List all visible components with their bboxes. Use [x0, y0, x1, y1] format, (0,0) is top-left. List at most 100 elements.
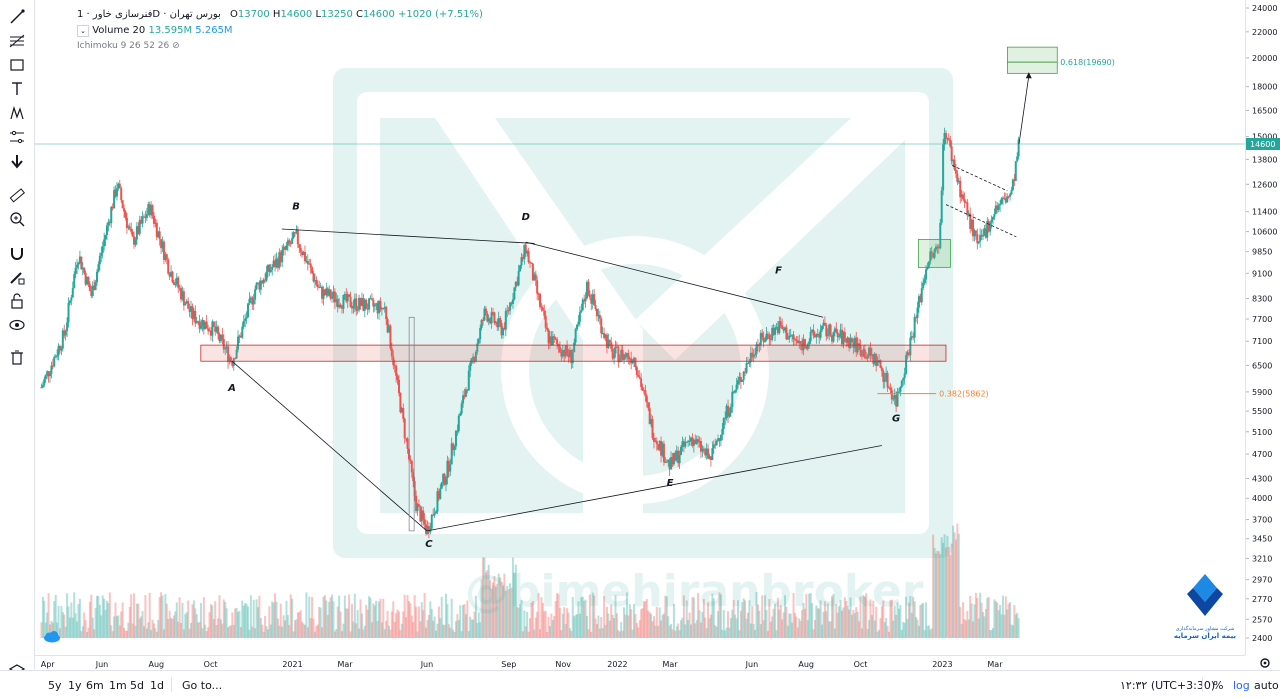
candle [423, 513, 426, 530]
auto-button[interactable]: auto [1254, 679, 1279, 692]
candle [241, 322, 244, 339]
fib-retracement-icon[interactable] [6, 30, 28, 52]
volume-label[interactable]: Volume 20 [92, 25, 146, 36]
percent-button[interactable]: % [1213, 679, 1224, 692]
prediction-icon[interactable] [6, 126, 28, 148]
volume-bar [828, 621, 831, 638]
eye-icon[interactable] [6, 314, 28, 336]
volume-bar [688, 612, 691, 638]
candle [479, 324, 482, 344]
candle [839, 323, 842, 339]
volume-bar [601, 628, 604, 638]
candle [798, 334, 801, 349]
chart-canvas: A B C D E F G 0.382(5862) 0.618(19690) [35, 46, 1245, 638]
log-button[interactable]: log [1233, 679, 1250, 692]
candle [899, 386, 902, 397]
range-5y-button[interactable]: 5y [48, 679, 62, 692]
volume-bar [603, 596, 606, 638]
flag-line-lower[interactable] [945, 204, 1017, 238]
clock[interactable]: ۱۲:۳۲ (UTC+3:30) [1120, 679, 1216, 692]
range-1d-button[interactable]: 1d [150, 679, 164, 692]
volume-bar [48, 624, 51, 638]
trash-icon[interactable] [6, 346, 28, 368]
time-axis[interactable]: Apr Jun Aug Oct 2021 Mar Jun Sep Nov 2022 Mar Jun Au… [35, 655, 1245, 670]
settings-icon[interactable] [1258, 655, 1272, 674]
candle [539, 292, 542, 310]
magnet-icon[interactable] [6, 242, 28, 264]
range-6m-button[interactable]: 6m [86, 679, 104, 692]
candle [597, 308, 600, 322]
symbol-name[interactable]: فنرسازی خاور [92, 9, 153, 20]
trend-line[interactable] [281, 228, 535, 244]
chart-pane[interactable]: A B C D E F G 0.382(5862) 0.618(19690) @bimehira… [35, 0, 1245, 655]
zone-support-resistance[interactable] [200, 344, 947, 362]
volume-bar [744, 600, 747, 638]
volume-bar [866, 629, 869, 638]
volume-bar [322, 596, 325, 638]
volume-bar [348, 594, 351, 638]
rectangle-icon[interactable] [6, 54, 28, 76]
volume-bar [167, 618, 170, 638]
zone-target-box[interactable] [1007, 46, 1058, 74]
price-axis[interactable]: 24000 22000 20000 18000 16500 15000 13800 12600… [1245, 0, 1280, 655]
zoom-icon[interactable] [6, 208, 28, 230]
volume-bar [452, 629, 455, 638]
pattern-icon[interactable] [6, 102, 28, 124]
volume-bar [191, 604, 194, 638]
volume-bar [490, 588, 493, 638]
volume-bar [751, 606, 754, 638]
lock-icon[interactable] [6, 290, 28, 312]
candle [752, 349, 755, 363]
volume-bar [67, 606, 70, 638]
collapse-icon[interactable]: ⌄ [77, 25, 89, 37]
candle [731, 385, 734, 413]
candle [242, 315, 245, 330]
candle [737, 376, 740, 389]
candle [813, 331, 816, 338]
trend-line[interactable] [525, 241, 824, 318]
arrow-down-icon[interactable] [6, 150, 28, 172]
volume-bar [933, 548, 936, 638]
volume-bar [93, 629, 96, 638]
volume-bar [113, 616, 116, 638]
volume-bar [644, 601, 647, 638]
range-5d-button[interactable]: 5d [130, 679, 144, 692]
candle [158, 226, 161, 246]
range-1y-button[interactable]: 1y [68, 679, 82, 692]
volume-bar [819, 600, 822, 638]
volume-bar [175, 602, 178, 638]
volume-bar [990, 629, 993, 638]
target-arrow[interactable] [1018, 76, 1030, 145]
ichimoku-label[interactable]: Ichimoku 9 26 52 26 [77, 41, 170, 51]
close-value: 14600 [363, 9, 395, 20]
interval[interactable]: 1D [77, 9, 161, 20]
text-icon[interactable] [6, 78, 28, 100]
price-tick-label: 7700 [1252, 315, 1272, 324]
trend-line[interactable] [426, 445, 882, 532]
candle [238, 334, 241, 344]
goto-button[interactable]: Go to... [182, 679, 223, 692]
volume-bar [511, 557, 514, 638]
trend-line[interactable] [231, 360, 428, 532]
zone-breakout-box[interactable] [917, 239, 951, 268]
candle [346, 291, 349, 309]
volume-bar [115, 616, 118, 638]
candle [769, 334, 772, 345]
volume-bar [825, 611, 828, 638]
volume-bar [930, 628, 933, 638]
volume-bar [262, 631, 265, 638]
volume-bar [271, 601, 274, 638]
cursor-icon[interactable] [6, 6, 28, 28]
price-range-marker[interactable] [408, 316, 415, 532]
ruler-icon[interactable] [6, 184, 28, 206]
flag-line-upper[interactable] [952, 165, 1008, 192]
eye-hidden-icon[interactable]: ⊘ [172, 41, 180, 51]
volume-bar [362, 629, 365, 638]
range-1m-button[interactable]: 1m [109, 679, 127, 692]
candle [1010, 186, 1013, 196]
volume-bar [647, 610, 650, 638]
candle [594, 299, 597, 312]
cloud-icon[interactable] [43, 628, 61, 647]
candle [117, 182, 120, 191]
pencil-lock-icon[interactable] [6, 266, 28, 288]
